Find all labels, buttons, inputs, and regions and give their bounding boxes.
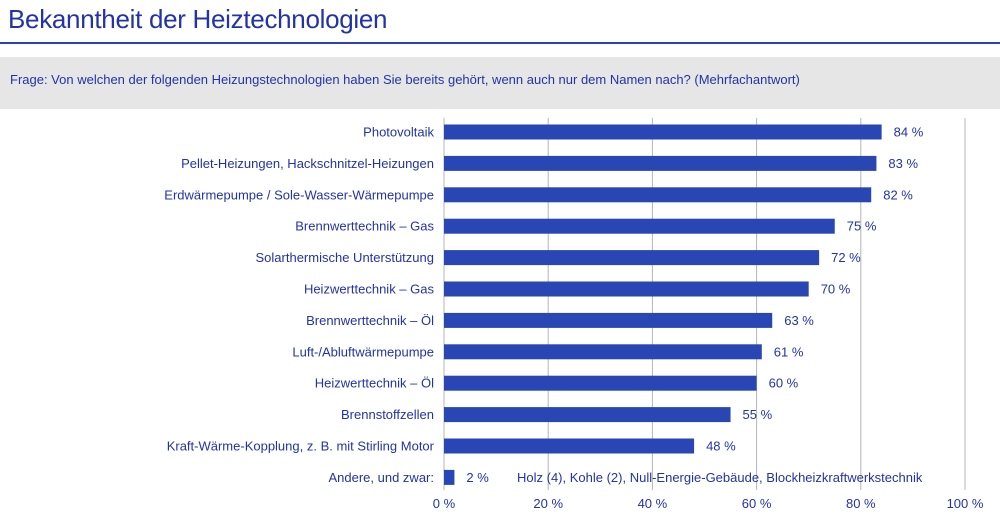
x-tick-label: 40 % (638, 496, 668, 511)
category-label: Pellet-Heizungen, Hackschnitzel-Heizunge… (181, 156, 434, 171)
annotation-text: Holz (4), Kohle (2), Null-Energie-Gebäud… (517, 470, 923, 485)
bar (444, 281, 809, 297)
question-box: Frage: Von welchen der folgenden Heizung… (0, 57, 1000, 109)
category-label: Luft-/Abluftwärmepumpe (292, 344, 434, 359)
x-tick-label: 60 % (742, 496, 772, 511)
question-text: Frage: Von welchen der folgenden Heizung… (10, 72, 800, 87)
category-label: Heizwerttechnik – Öl (315, 376, 434, 391)
chart-title: Bekanntheit der Heiztechnologien (8, 4, 388, 34)
bar (444, 155, 877, 171)
value-label: 61 % (774, 344, 804, 359)
bar (444, 250, 820, 266)
bar (444, 407, 731, 423)
value-label: 63 % (784, 313, 814, 328)
bar (444, 124, 882, 140)
x-tick-label: 100 % (947, 496, 984, 511)
title-divider (0, 42, 1000, 44)
value-label: 48 % (706, 439, 736, 454)
bar (444, 344, 762, 360)
bar (444, 312, 773, 328)
x-tick-label: 0 % (433, 496, 456, 511)
bar (444, 469, 455, 485)
category-label: Solarthermische Unterstützung (256, 250, 434, 265)
bar (444, 375, 757, 391)
value-label: 75 % (847, 219, 877, 234)
bar (444, 218, 835, 234)
category-label: Erdwärmepumpe / Sole-Wasser-Wärmepumpe (164, 187, 434, 202)
x-tick-label: 20 % (533, 496, 563, 511)
value-label: 82 % (883, 187, 913, 202)
category-label: Andere, und zwar: (328, 470, 434, 485)
value-label: 60 % (769, 376, 799, 391)
value-label: 83 % (888, 156, 918, 171)
value-label: 84 % (894, 125, 924, 140)
bar (444, 187, 872, 203)
value-label: 70 % (821, 282, 851, 297)
bar (444, 438, 695, 454)
category-label: Brennwerttechnik – Gas (295, 219, 434, 234)
category-label: Heizwerttechnik – Gas (304, 282, 435, 297)
value-label: 2 % (466, 470, 489, 485)
category-label: Brennstoffzellen (341, 407, 434, 422)
category-label: Kraft-Wärme-Kopplung, z. B. mit Stirling… (167, 439, 435, 454)
value-label: 55 % (743, 407, 773, 422)
category-label: Brennwerttechnik – Öl (306, 313, 434, 328)
category-label: Photovoltaik (363, 125, 434, 140)
value-label: 72 % (831, 250, 861, 265)
x-tick-label: 80 % (846, 496, 876, 511)
